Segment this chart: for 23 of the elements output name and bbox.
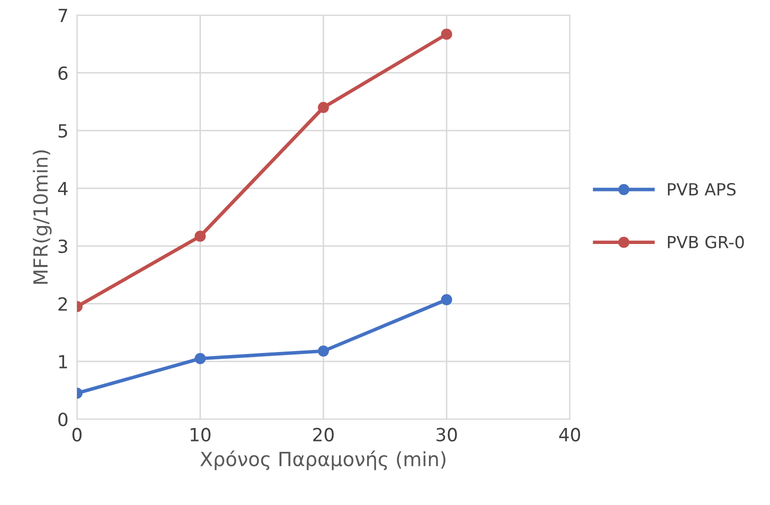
point	[441, 28, 452, 40]
y-tick-label: 0	[58, 412, 68, 426]
point	[194, 230, 206, 242]
y-tick-label: 6	[58, 66, 68, 80]
y-tick-label: 3	[58, 239, 68, 254]
x-tick-label: 30	[436, 428, 457, 442]
point	[194, 352, 206, 364]
x-tick-label: 40	[559, 428, 580, 442]
point	[441, 294, 452, 306]
y-axis-title: MFR(g/10min)	[32, 150, 52, 284]
x-tick-label: 20	[313, 428, 334, 442]
x-tick-label: 0	[72, 428, 82, 442]
y-tick-label: 7	[58, 8, 68, 22]
y-tick-label: 2	[58, 297, 67, 311]
y-tick-label: 4	[58, 182, 68, 196]
legend-label: PVB GR-0	[668, 236, 744, 248]
point	[318, 102, 329, 114]
point	[318, 345, 329, 357]
legend-label: PVB APS	[668, 182, 736, 196]
x-tick-label: 10	[190, 428, 210, 442]
y-tick-label: 1	[59, 355, 67, 368]
x-axis-title: Χρόνος Παραμονής (min)	[200, 450, 446, 470]
y-tick-label: 5	[58, 124, 68, 138]
